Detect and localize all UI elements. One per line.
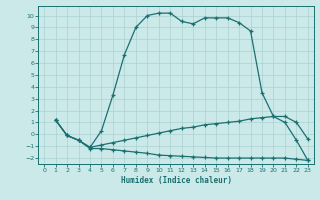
X-axis label: Humidex (Indice chaleur): Humidex (Indice chaleur) (121, 176, 231, 185)
